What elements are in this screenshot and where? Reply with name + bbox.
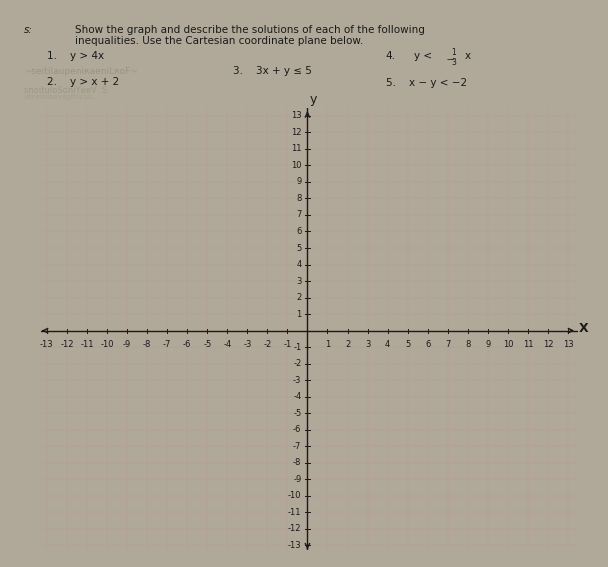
Text: -12: -12 — [60, 340, 74, 349]
Text: 2: 2 — [296, 293, 302, 302]
Text: —: — — [447, 55, 454, 64]
Text: -1: -1 — [293, 342, 302, 352]
Text: 2: 2 — [345, 340, 350, 349]
Text: 1: 1 — [451, 48, 456, 57]
Text: 10: 10 — [291, 161, 302, 170]
Text: ⸟seitilaupeniʀaeniLʀoF⸟: ⸟seitilaupeniʀaeniLʀoF⸟ — [24, 67, 137, 77]
Text: -9: -9 — [293, 475, 302, 484]
Text: 12: 12 — [291, 128, 302, 137]
Text: 9: 9 — [296, 177, 302, 187]
Text: 7: 7 — [296, 210, 302, 219]
Text: 6: 6 — [425, 340, 430, 349]
Text: -13: -13 — [40, 340, 54, 349]
Text: 11: 11 — [291, 145, 302, 154]
Text: 5: 5 — [405, 340, 410, 349]
Text: x: x — [465, 51, 471, 61]
Text: 3: 3 — [451, 57, 456, 66]
Text: s:: s: — [24, 25, 33, 35]
Text: 3.    3x + y ≤ 5: 3. 3x + y ≤ 5 — [233, 66, 312, 77]
Text: 11: 11 — [523, 340, 533, 349]
Text: 9: 9 — [485, 340, 491, 349]
Text: 4: 4 — [385, 340, 390, 349]
Text: 5.    x − y < −2: 5. x − y < −2 — [386, 78, 467, 88]
Text: -10: -10 — [100, 340, 114, 349]
Text: -6: -6 — [183, 340, 192, 349]
Text: -8: -8 — [293, 458, 302, 467]
Text: 7: 7 — [445, 340, 451, 349]
Text: 10: 10 — [503, 340, 513, 349]
Text: -1: -1 — [283, 340, 291, 349]
Text: 3: 3 — [296, 277, 302, 286]
Text: 2.    y > x + 2: 2. y > x + 2 — [46, 77, 119, 87]
Text: -11: -11 — [80, 340, 94, 349]
Text: -3: -3 — [293, 376, 302, 384]
Text: -9: -9 — [123, 340, 131, 349]
Text: -4: -4 — [293, 392, 302, 401]
Text: inequalities. Use the Cartesian coordinate plane below.: inequalities. Use the Cartesian coordina… — [75, 36, 363, 46]
Text: -2: -2 — [263, 340, 272, 349]
Text: 12: 12 — [543, 340, 553, 349]
Text: -6: -6 — [293, 425, 302, 434]
Text: -4: -4 — [223, 340, 232, 349]
Text: X: X — [579, 321, 589, 335]
Text: 13: 13 — [291, 111, 302, 120]
Text: -5: -5 — [293, 409, 302, 418]
Text: 1: 1 — [296, 310, 302, 319]
Text: 3: 3 — [365, 340, 370, 349]
Text: y <: y < — [414, 51, 435, 61]
Text: -10: -10 — [288, 492, 302, 500]
Text: -13: -13 — [288, 541, 302, 550]
Text: Show the graph and describe the solutions of each of the following: Show the graph and describe the solution… — [75, 25, 424, 35]
Text: 4.: 4. — [386, 51, 396, 61]
Text: -12: -12 — [288, 524, 302, 534]
Text: -5: -5 — [203, 340, 212, 349]
Text: 1.    y > 4x: 1. y > 4x — [46, 51, 103, 61]
Text: 8: 8 — [465, 340, 471, 349]
Text: -3: -3 — [243, 340, 252, 349]
Text: snoituloSɢniYʁeV .S: snoituloSɢniYʁeV .S — [24, 86, 107, 95]
Text: yltceridʀavegifoʁʇsi...: yltceridʀavegifoʁʇsi... — [24, 94, 100, 100]
Text: -7: -7 — [163, 340, 171, 349]
Text: 8: 8 — [296, 194, 302, 203]
Text: -11: -11 — [288, 508, 302, 517]
Text: -2: -2 — [293, 359, 302, 368]
Text: 4: 4 — [296, 260, 302, 269]
Text: 1: 1 — [325, 340, 330, 349]
Text: 6: 6 — [296, 227, 302, 236]
Text: -7: -7 — [293, 442, 302, 451]
Text: y: y — [309, 93, 317, 106]
Text: 13: 13 — [562, 340, 573, 349]
Text: 5: 5 — [296, 243, 302, 252]
Text: -8: -8 — [143, 340, 151, 349]
